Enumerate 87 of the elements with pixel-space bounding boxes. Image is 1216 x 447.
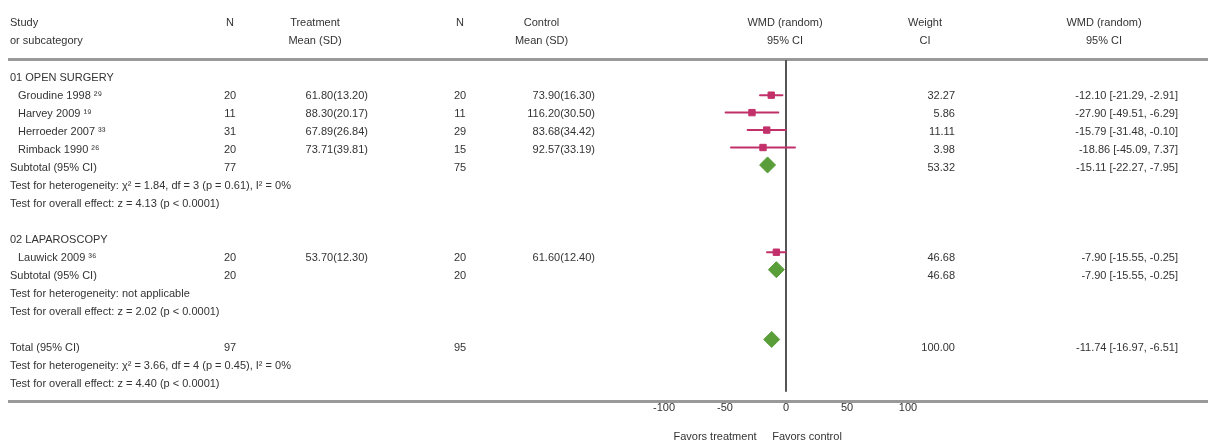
category-label: 32.27: [926, 88, 955, 103]
category-label: Total (95% CI): [10, 340, 81, 355]
category-label: 95: [452, 340, 468, 355]
category-label: 20: [222, 268, 238, 283]
text: N: [225, 15, 235, 30]
category-label: 53.32: [926, 160, 955, 175]
category-label: Subtotal (95% CI): [10, 160, 98, 175]
category-label: -18.86 [-45.09, 7.37]: [1077, 142, 1178, 157]
x-tick-label: 0: [782, 401, 790, 414]
category-label: 01 OPEN SURGERY: [10, 70, 115, 85]
x-tick-label: 100: [898, 401, 918, 414]
text: Favors treatment: [673, 430, 757, 443]
category-label: -15.11 [-22.27, -7.95]: [1075, 160, 1178, 175]
category-label: 20: [452, 88, 468, 103]
category-label: 20: [452, 268, 468, 283]
text: CI: [918, 33, 932, 48]
category-label: 3.98: [932, 142, 955, 157]
x-tick-label: -100: [652, 401, 676, 414]
text: 95% CI: [1084, 33, 1124, 48]
x-tick-label: -50: [717, 401, 733, 414]
category-label: 20: [222, 250, 238, 265]
category-label: 02 LAPAROSCOPY: [10, 232, 109, 247]
category-label: Rimback 1990 ²⁶: [18, 142, 101, 157]
category-label: 53.70(12.30): [304, 250, 368, 265]
category-label: 73.90(16.30): [531, 88, 595, 103]
category-label: Test for heterogeneity: not applicable: [10, 286, 191, 301]
text: Weight: [906, 15, 943, 30]
category-label: Test for overall effect: z = 4.40 (p < 0.0001): [10, 376, 220, 391]
category-label: 61.80(13.20): [304, 88, 368, 103]
category-label: 20: [452, 250, 468, 265]
text: Mean (SD): [287, 33, 343, 48]
chart-subtitle: 95% CI: [766, 34, 804, 46]
point: [763, 126, 771, 134]
category-label: 46.68: [926, 268, 955, 283]
text: or subcategory: [10, 33, 84, 48]
category-label: 97: [222, 340, 238, 355]
category-label: 83.68(34.42): [531, 124, 595, 139]
category-label: -11.74 [-16.97, -6.51]: [1075, 340, 1178, 355]
category-label: 92.57(33.19): [531, 142, 595, 157]
category-label: -7.90 [-15.55, -0.25]: [1080, 250, 1178, 265]
category-label: Groudine 1998 ²⁹: [18, 88, 104, 103]
text: Control: [522, 15, 561, 30]
category-label: -15.79 [-31.48, -0.10]: [1074, 124, 1178, 139]
x-tick-label: 50: [840, 401, 854, 414]
category-label: 5.86: [932, 106, 955, 121]
category-label: 75: [452, 160, 468, 175]
category-label: 11: [453, 106, 467, 121]
category-label: Test for overall effect: z = 2.02 (p < 0.0001): [10, 304, 220, 319]
text: Favors control: [772, 430, 842, 443]
text: Study: [10, 15, 40, 30]
category-label: 77: [222, 160, 238, 175]
text: Treatment: [289, 15, 341, 30]
category-label: 31: [222, 124, 238, 139]
category-label: Lauwick 2009 ³⁶: [18, 250, 98, 265]
text: WMD (random): [1065, 15, 1143, 30]
category-label: 73.71(39.81): [304, 142, 368, 157]
point: [767, 91, 775, 99]
text: Mean (SD): [513, 33, 570, 48]
category-label: Subtotal (95% CI): [10, 268, 98, 283]
category-label: 20: [222, 142, 238, 157]
point: [763, 330, 781, 348]
category-label: Harvey 2009 ¹⁹: [18, 106, 93, 121]
chart-title: WMD (random): [747, 16, 823, 28]
point: [767, 261, 785, 279]
category-label: 100.00: [920, 340, 955, 355]
category-label: -12.10 [-21.29, -2.91]: [1074, 88, 1178, 103]
category-label: Test for heterogeneity: χ² = 3.66, df = 4 (p = 0.45), I² = 0%: [10, 358, 291, 373]
point: [759, 143, 767, 152]
category-label: 46.68: [926, 250, 955, 265]
point: [759, 156, 777, 174]
category-label: 88.30(20.17): [304, 106, 368, 121]
category-label: Test for overall effect: z = 4.13 (p < 0.0001): [10, 196, 220, 211]
point: [772, 248, 781, 256]
category-label: -27.90 [-49.51, -6.29]: [1074, 106, 1178, 121]
text: N: [455, 15, 465, 30]
category-label: 67.89(26.84): [304, 124, 368, 139]
category-label: 29: [452, 124, 468, 139]
category-label: 116.20(30.50): [526, 106, 595, 121]
category-label: 11: [223, 106, 237, 121]
category-label: -7.90 [-15.55, -0.25]: [1080, 268, 1178, 283]
category-label: 11.11: [928, 124, 955, 139]
category-label: 20: [222, 88, 238, 103]
point: [748, 108, 756, 117]
category-label: Herroeder 2007 ³³: [18, 124, 107, 139]
category-label: 15: [452, 142, 468, 157]
category-label: 61.60(12.40): [531, 250, 595, 265]
category-label: Test for heterogeneity: χ² = 1.84, df = 3 (p = 0.61), I² = 0%: [10, 178, 291, 193]
